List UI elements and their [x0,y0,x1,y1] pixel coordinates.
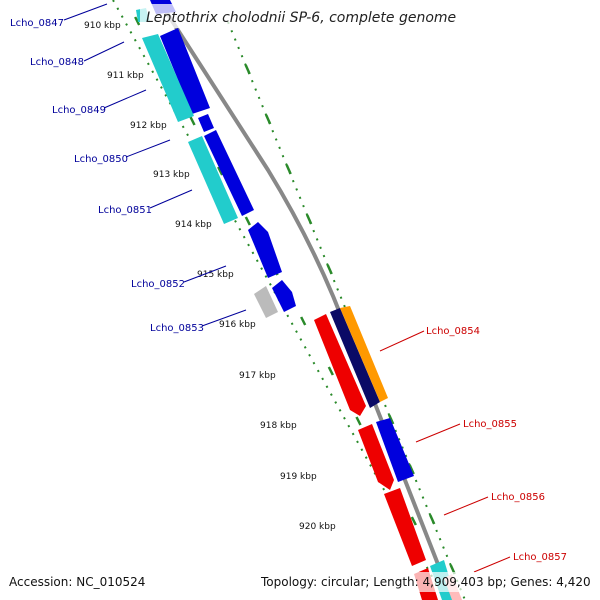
leader-line [443,496,489,516]
leader-line [473,556,511,573]
gene-label-lcho-0848[interactable]: Lcho_0848 [30,57,84,68]
gene-label-lcho-0847[interactable]: Lcho_0847 [10,18,64,29]
major-tick-mark [244,64,251,75]
footer-backdrop [256,572,596,592]
major-tick-mark [326,264,333,275]
tick-label: 918 kbp [260,421,297,431]
reverse-strand-genes [314,306,462,600]
leader-line [201,309,247,327]
gene-0854-red-block[interactable] [314,314,366,416]
right-gene-labels: Lcho_0854 Lcho_0855 Lcho_0856 Lcho_0857 [426,326,567,563]
gene-0848-cyan-block[interactable] [142,34,194,122]
tick-label: 910 kbp [84,21,121,31]
map-title: Leptothrix cholodnii SP-6, complete geno… [146,10,456,26]
gene-label-lcho-0856[interactable]: Lcho_0856 [491,492,545,503]
gene-0850-block[interactable] [204,130,254,216]
genome-backbone [163,8,454,600]
tick-label: 920 kbp [299,522,336,532]
tick-label: 914 kbp [175,220,212,230]
gene-label-lcho-0853[interactable]: Lcho_0853 [150,323,204,334]
major-tick-mark [300,316,307,326]
tick-label: 915 kbp [197,270,234,280]
tick-label: 917 kbp [239,371,276,381]
leader-line [149,189,193,209]
gene-label-lcho-0855[interactable]: Lcho_0855 [463,419,517,430]
leader-line [125,139,171,158]
gene-label-lcho-0849[interactable]: Lcho_0849 [52,105,106,116]
leader-line [63,3,108,21]
gene-label-lcho-0854[interactable]: Lcho_0854 [426,326,480,337]
major-tick-mark [285,164,292,175]
major-tick-mark [355,416,362,426]
major-tick-mark [134,16,141,26]
major-tick-mark [327,366,334,376]
kbp-labels: 910 kbp 911 kbp 912 kbp 913 kbp 914 kbp … [84,21,336,532]
tick-label: 911 kbp [107,71,144,81]
major-tick-mark [388,414,395,425]
leader-line [83,41,125,62]
major-tick-mark [217,166,224,176]
gene-label-lcho-0857[interactable]: Lcho_0857 [513,552,567,563]
major-tick-mark [265,114,272,125]
gene-0851-block[interactable] [248,222,282,278]
right-leaders [379,330,511,573]
accession-text: Accession: NC_010524 [9,575,145,589]
gene-label-lcho-0851[interactable]: Lcho_0851 [98,205,152,216]
forward-strand-genes [136,0,296,318]
major-tick-mark [189,116,196,126]
tick-label: 913 kbp [153,170,190,180]
leader-line [103,89,147,109]
topology-text: Topology: circular; Length: 4,909,403 bp… [260,575,591,589]
tick-label: 919 kbp [280,472,317,482]
major-tick-mark [408,464,415,475]
gene-label-lcho-0852[interactable]: Lcho_0852 [131,279,185,290]
major-tick-mark [429,514,436,525]
gene-label-lcho-0850[interactable]: Lcho_0850 [74,154,128,165]
gene-0852-block[interactable] [272,280,296,312]
leader-line [379,330,425,352]
gene-0849-block[interactable] [198,114,214,132]
leader-line [415,423,461,443]
title-backdrop [140,4,460,28]
gene-0855-blue-block[interactable] [376,418,414,482]
major-tick-mark [306,214,313,225]
major-tick-mark [410,516,417,526]
tick-label: 916 kbp [219,320,256,330]
major-tick-mark [244,216,251,226]
gene-0848-block[interactable] [160,28,210,114]
tick-label: 912 kbp [130,121,167,131]
left-leaders [63,3,247,327]
gene-0854-navy-block[interactable] [330,308,380,408]
gene-0850-cyan-block[interactable] [188,136,238,224]
left-gene-labels: Lcho_0847 Lcho_0848 Lcho_0849 Lcho_0850 … [10,18,204,334]
gene-0854-orange-block[interactable] [340,306,388,402]
gene-0856-red-block[interactable] [384,488,426,566]
gene-0853-block[interactable] [254,286,278,318]
gene-0855-red-block[interactable] [358,424,394,490]
leader-line [183,265,227,283]
